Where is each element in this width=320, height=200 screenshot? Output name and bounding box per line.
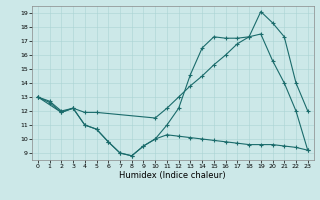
X-axis label: Humidex (Indice chaleur): Humidex (Indice chaleur) bbox=[119, 171, 226, 180]
